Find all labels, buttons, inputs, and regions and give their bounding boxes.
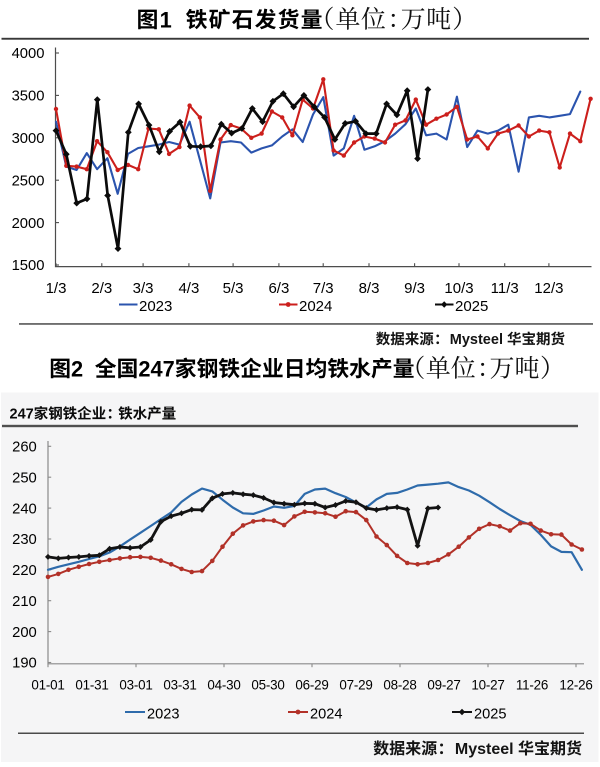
svg-text:7/3: 7/3: [313, 280, 334, 297]
svg-text:210: 210: [12, 594, 37, 610]
svg-text:8/3: 8/3: [359, 280, 380, 297]
svg-text:11/3: 11/3: [491, 280, 519, 297]
svg-text:3500: 3500: [12, 89, 45, 105]
svg-text:2023: 2023: [147, 706, 179, 722]
svg-text:07-29: 07-29: [339, 677, 372, 692]
svg-text:4000: 4000: [12, 46, 45, 62]
svg-text:220: 220: [12, 563, 37, 579]
svg-text:2500: 2500: [12, 173, 45, 189]
svg-text:01-31: 01-31: [75, 677, 108, 692]
svg-text:05-30: 05-30: [251, 677, 284, 692]
svg-text:3/3: 3/3: [133, 280, 154, 297]
svg-text:2024: 2024: [299, 298, 332, 315]
svg-text:1500: 1500: [12, 258, 45, 274]
svg-text:12/3: 12/3: [534, 280, 563, 297]
svg-text:06-29: 06-29: [295, 677, 328, 692]
svg-text:04-30: 04-30: [207, 677, 240, 692]
svg-text:03-31: 03-31: [163, 677, 196, 692]
svg-text:1/3: 1/3: [46, 280, 67, 297]
svg-text:10/3: 10/3: [444, 280, 473, 297]
svg-text:1: 1: [160, 7, 178, 32]
svg-text:247: 247: [10, 407, 34, 423]
svg-text:9/3: 9/3: [404, 280, 425, 297]
svg-text:2/3: 2/3: [91, 280, 112, 297]
svg-text:2: 2: [71, 356, 89, 381]
svg-text:190: 190: [12, 656, 37, 672]
svg-text:250: 250: [12, 470, 37, 486]
svg-text:230: 230: [12, 532, 37, 548]
svg-text:2024: 2024: [310, 706, 342, 722]
svg-text:Mysteel: Mysteel: [446, 741, 518, 758]
svg-text:2025: 2025: [455, 298, 488, 315]
svg-text:6/3: 6/3: [268, 280, 289, 297]
svg-text:11-26: 11-26: [516, 677, 548, 692]
svg-text:247: 247: [138, 356, 174, 381]
svg-text:08-28: 08-28: [383, 677, 416, 692]
svg-text:4/3: 4/3: [178, 280, 199, 297]
svg-text:10-27: 10-27: [471, 677, 504, 692]
svg-text:12-26: 12-26: [559, 677, 592, 692]
svg-text:240: 240: [12, 501, 37, 517]
svg-text:200: 200: [12, 625, 37, 641]
svg-text:01-01: 01-01: [31, 677, 64, 692]
svg-text:2023: 2023: [139, 298, 172, 315]
svg-text:03-01: 03-01: [119, 677, 152, 692]
svg-text:Mysteel: Mysteel: [442, 332, 507, 348]
svg-text:2000: 2000: [12, 216, 45, 232]
svg-text:5/3: 5/3: [223, 280, 244, 297]
svg-text:09-27: 09-27: [427, 677, 460, 692]
svg-text:2025: 2025: [474, 706, 506, 722]
svg-text:3000: 3000: [12, 131, 45, 147]
svg-text:260: 260: [12, 440, 37, 456]
